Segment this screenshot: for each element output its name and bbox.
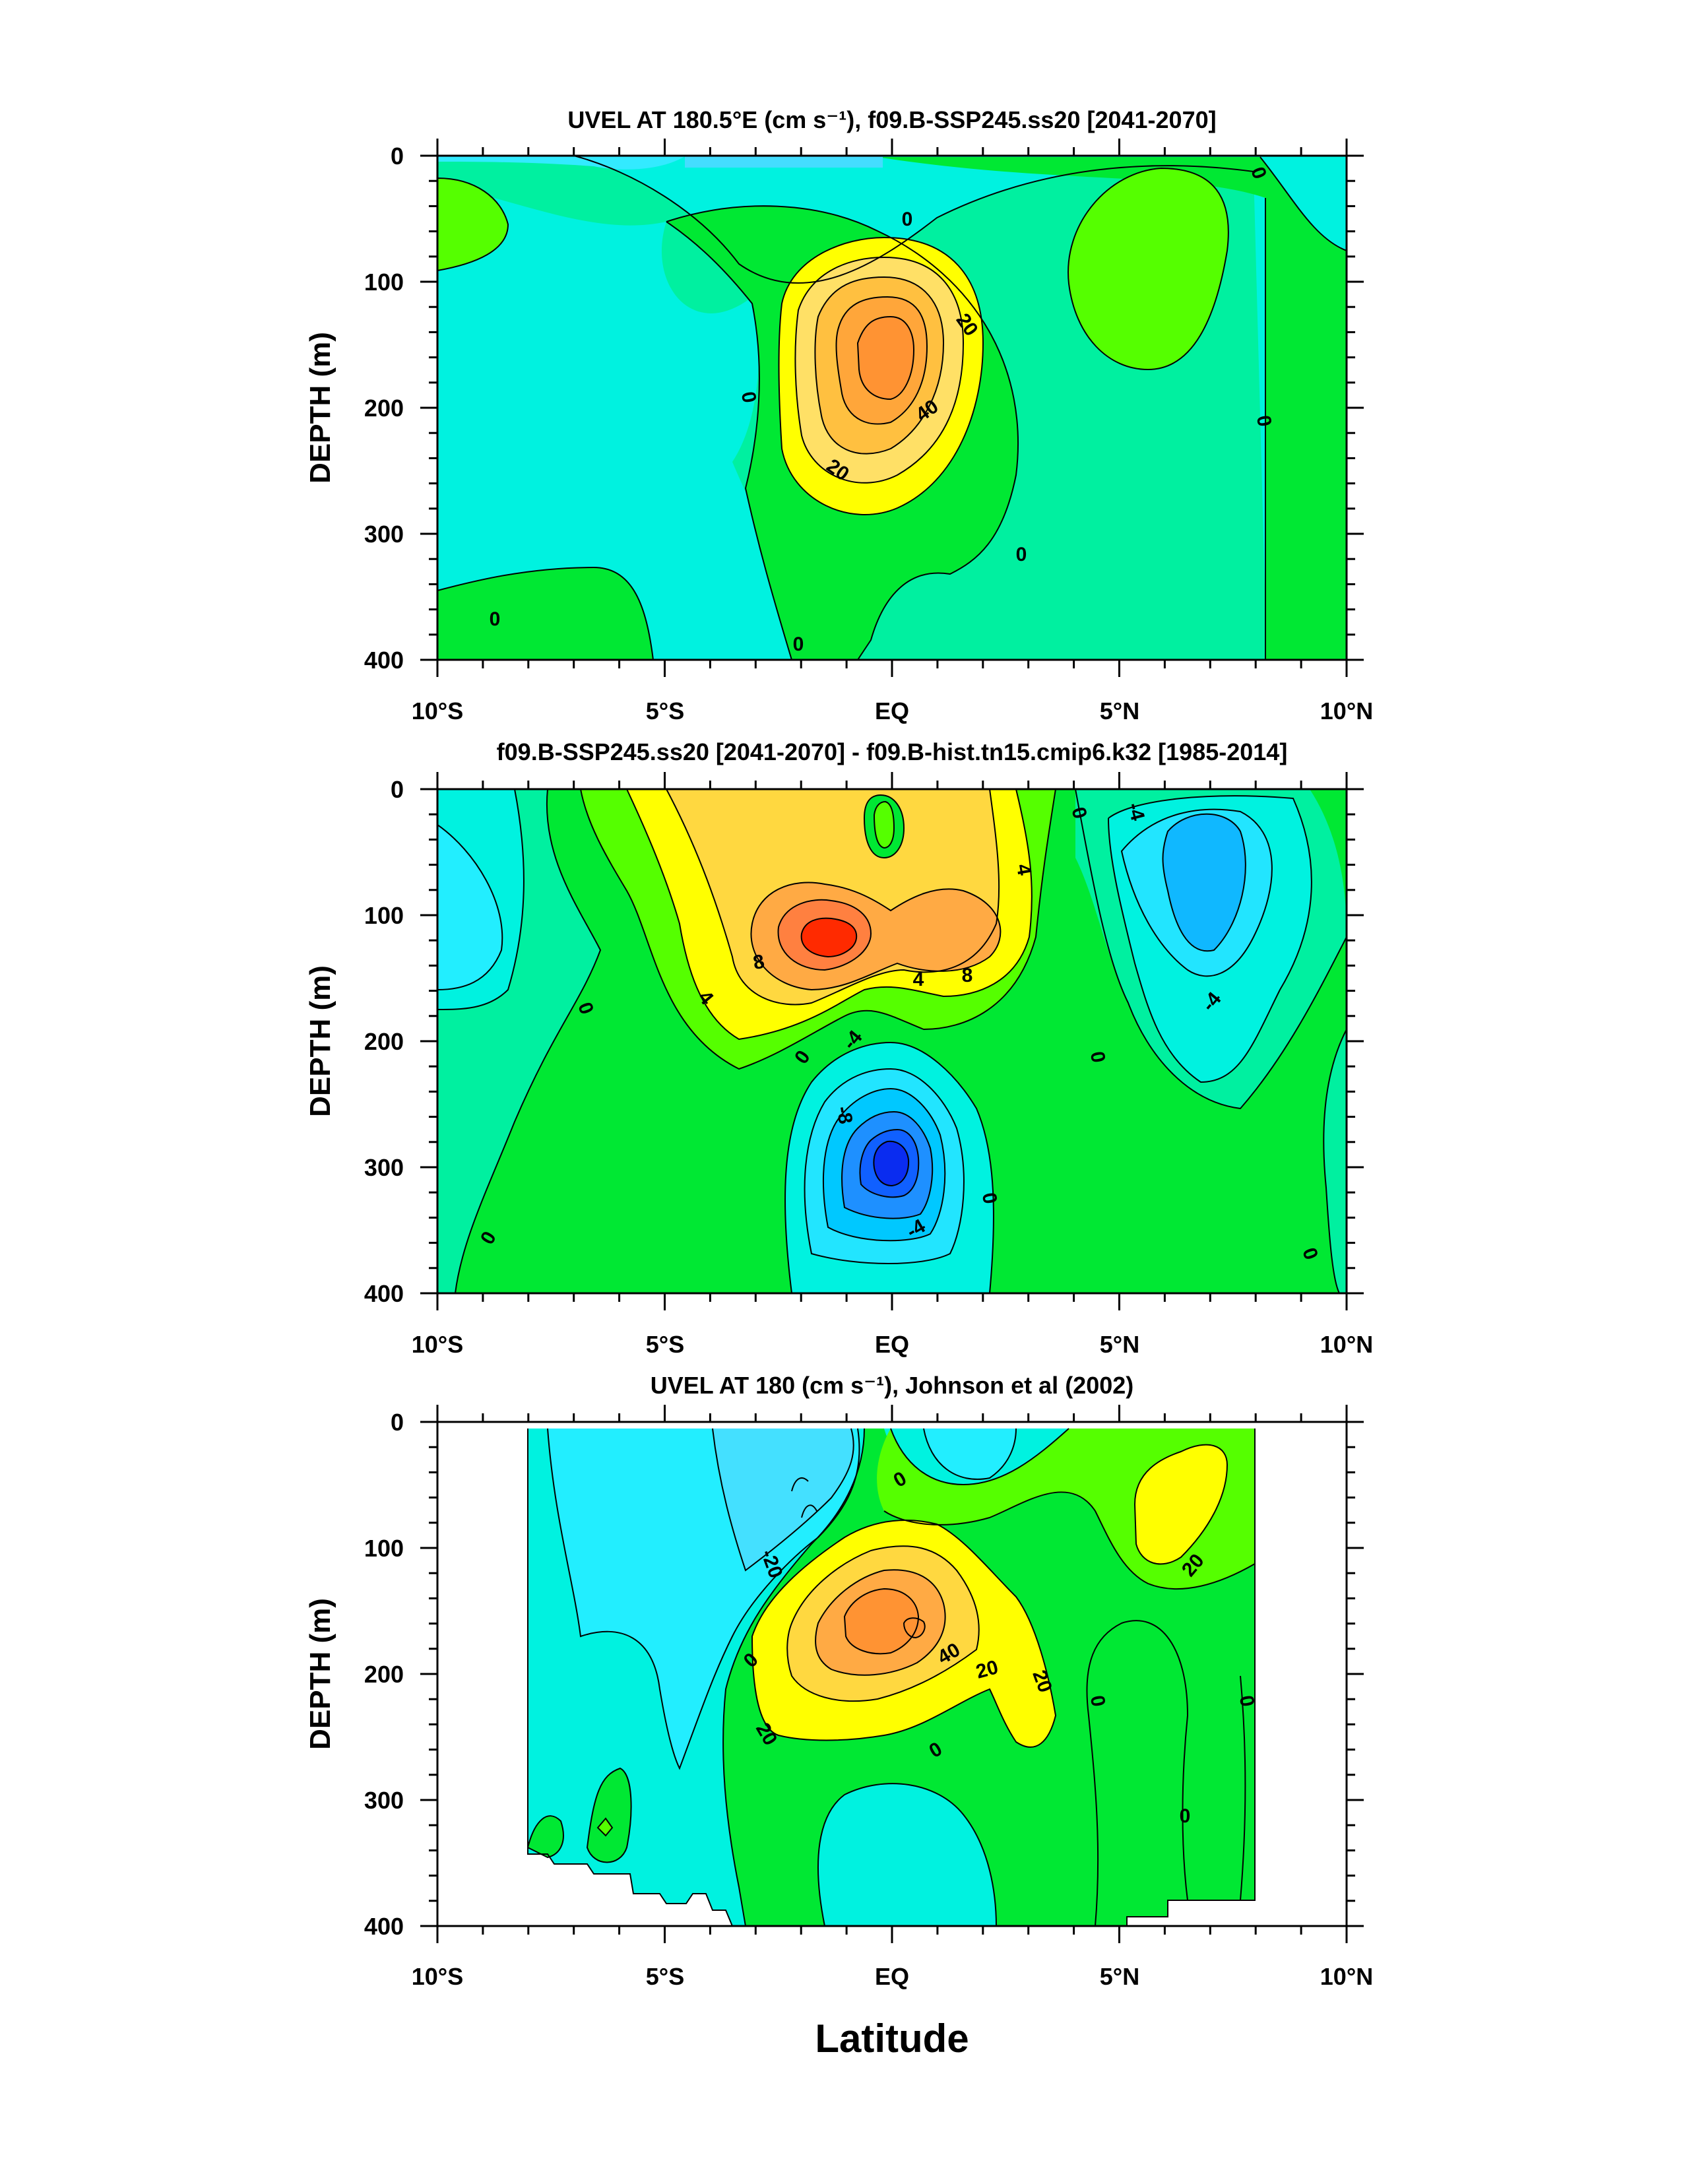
panel-2-contour-lines (437, 789, 1347, 1293)
y-tick-label: 300 (364, 1787, 404, 1814)
panel-1-title: UVEL AT 180.5°E (cm s⁻¹), f09.B-SSP245.s… (567, 106, 1216, 133)
panel-3: 0 0 0 0 0 0 20 20 20 20 -20 40 UVEL AT 1… (304, 1372, 1373, 2061)
contour-label: 0 (1086, 1694, 1109, 1708)
x-axis-label: Latitude (815, 2016, 969, 2061)
x-tick-label: EQ (875, 1963, 909, 1990)
contour-label: 0 (1252, 414, 1275, 428)
panel-1-contour-lines (437, 156, 1347, 660)
y-tick-label: 400 (364, 1913, 404, 1940)
contour-label: 0 (737, 390, 760, 404)
contour-label: 0 (1180, 1805, 1191, 1827)
x-tick-label: 10°S (412, 697, 463, 724)
panel-1-ticks (420, 139, 1364, 677)
panel-1-y-axis-label: DEPTH (m) (304, 332, 336, 484)
contour-label: 4 (1012, 862, 1035, 877)
x-tick-label: 10°N (1320, 1331, 1373, 1358)
panel-3-contour-fills (528, 1429, 1255, 1926)
contour-label: 0 (1086, 1050, 1109, 1064)
y-tick-label: 200 (364, 1028, 404, 1055)
y-tick-label: 0 (391, 143, 404, 170)
x-tick-label: EQ (875, 697, 909, 724)
contour-label: 0 (1016, 544, 1027, 565)
contour-label: 0 (490, 608, 501, 630)
x-tick-label: 10°S (412, 1963, 463, 1990)
contour-label: 8 (962, 965, 973, 986)
panel-2-y-tick-labels: 0 100 200 300 400 (364, 776, 404, 1307)
panel-2-y-axis-label: DEPTH (m) (304, 965, 336, 1117)
y-tick-label: 400 (364, 647, 404, 674)
x-tick-label: 5°S (646, 1963, 684, 1990)
x-tick-label: 5°S (646, 1331, 684, 1358)
panel-3-y-axis-label: DEPTH (m) (304, 1598, 336, 1750)
y-tick-label: 200 (364, 1661, 404, 1688)
x-tick-label: 5°N (1100, 697, 1139, 724)
y-tick-label: 0 (391, 1409, 404, 1436)
x-tick-label: 10°N (1320, 697, 1373, 724)
y-tick-label: 100 (364, 1535, 404, 1562)
panel-1: 0 0 0 0 0 0 0 20 20 40 UVEL AT 180.5°E (… (304, 106, 1373, 724)
y-tick-label: 300 (364, 521, 404, 548)
x-tick-label: 5°N (1100, 1331, 1139, 1358)
panel-2: 0 0 0 0 0 0 0 4 4 4 8 8 -4 -4 -4 -4 -8 f… (304, 738, 1373, 1358)
y-tick-label: 100 (364, 902, 404, 929)
contour-label: 0 (793, 633, 804, 655)
contour-label: 4 (913, 969, 924, 990)
y-tick-label: 100 (364, 269, 404, 296)
y-tick-label: 300 (364, 1154, 404, 1181)
panel-1-x-tick-labels: 10°S 5°S EQ 5°N 10°N (412, 697, 1373, 724)
contour-label: 0 (902, 209, 913, 230)
y-tick-label: 200 (364, 395, 404, 422)
panel-3-ticks (420, 1405, 1364, 1943)
panel-3-title: UVEL AT 180 (cm s⁻¹), Johnson et al (200… (651, 1372, 1134, 1399)
panel-1-y-tick-labels: 0 100 200 300 400 (364, 143, 404, 674)
x-tick-label: 10°N (1320, 1963, 1373, 1990)
x-tick-label: 10°S (412, 1331, 463, 1358)
x-tick-label: 5°S (646, 697, 684, 724)
panel-3-contour-lines (526, 1428, 1256, 1926)
contour-label: 0 (1235, 1694, 1258, 1708)
x-tick-label: EQ (875, 1331, 909, 1358)
contour-label: 8 (751, 951, 766, 974)
x-tick-label: 5°N (1100, 1963, 1139, 1990)
y-tick-label: 0 (391, 776, 404, 803)
panel-2-ticks (420, 772, 1364, 1310)
contour-label: 0 (978, 1191, 1001, 1205)
panel-2-contour-fills (437, 789, 1347, 1293)
y-tick-label: 400 (364, 1280, 404, 1307)
panel-1-contour-fills (437, 156, 1347, 660)
panel-3-x-tick-labels: 10°S 5°S EQ 5°N 10°N (412, 1963, 1373, 1990)
panel-3-y-tick-labels: 0 100 200 300 400 (364, 1409, 404, 1940)
panel-2-x-tick-labels: 10°S 5°S EQ 5°N 10°N (412, 1331, 1373, 1358)
contour-label: -8 (832, 1105, 856, 1126)
panel-2-title: f09.B-SSP245.ss20 [2041-2070] - f09.B-hi… (497, 738, 1288, 765)
